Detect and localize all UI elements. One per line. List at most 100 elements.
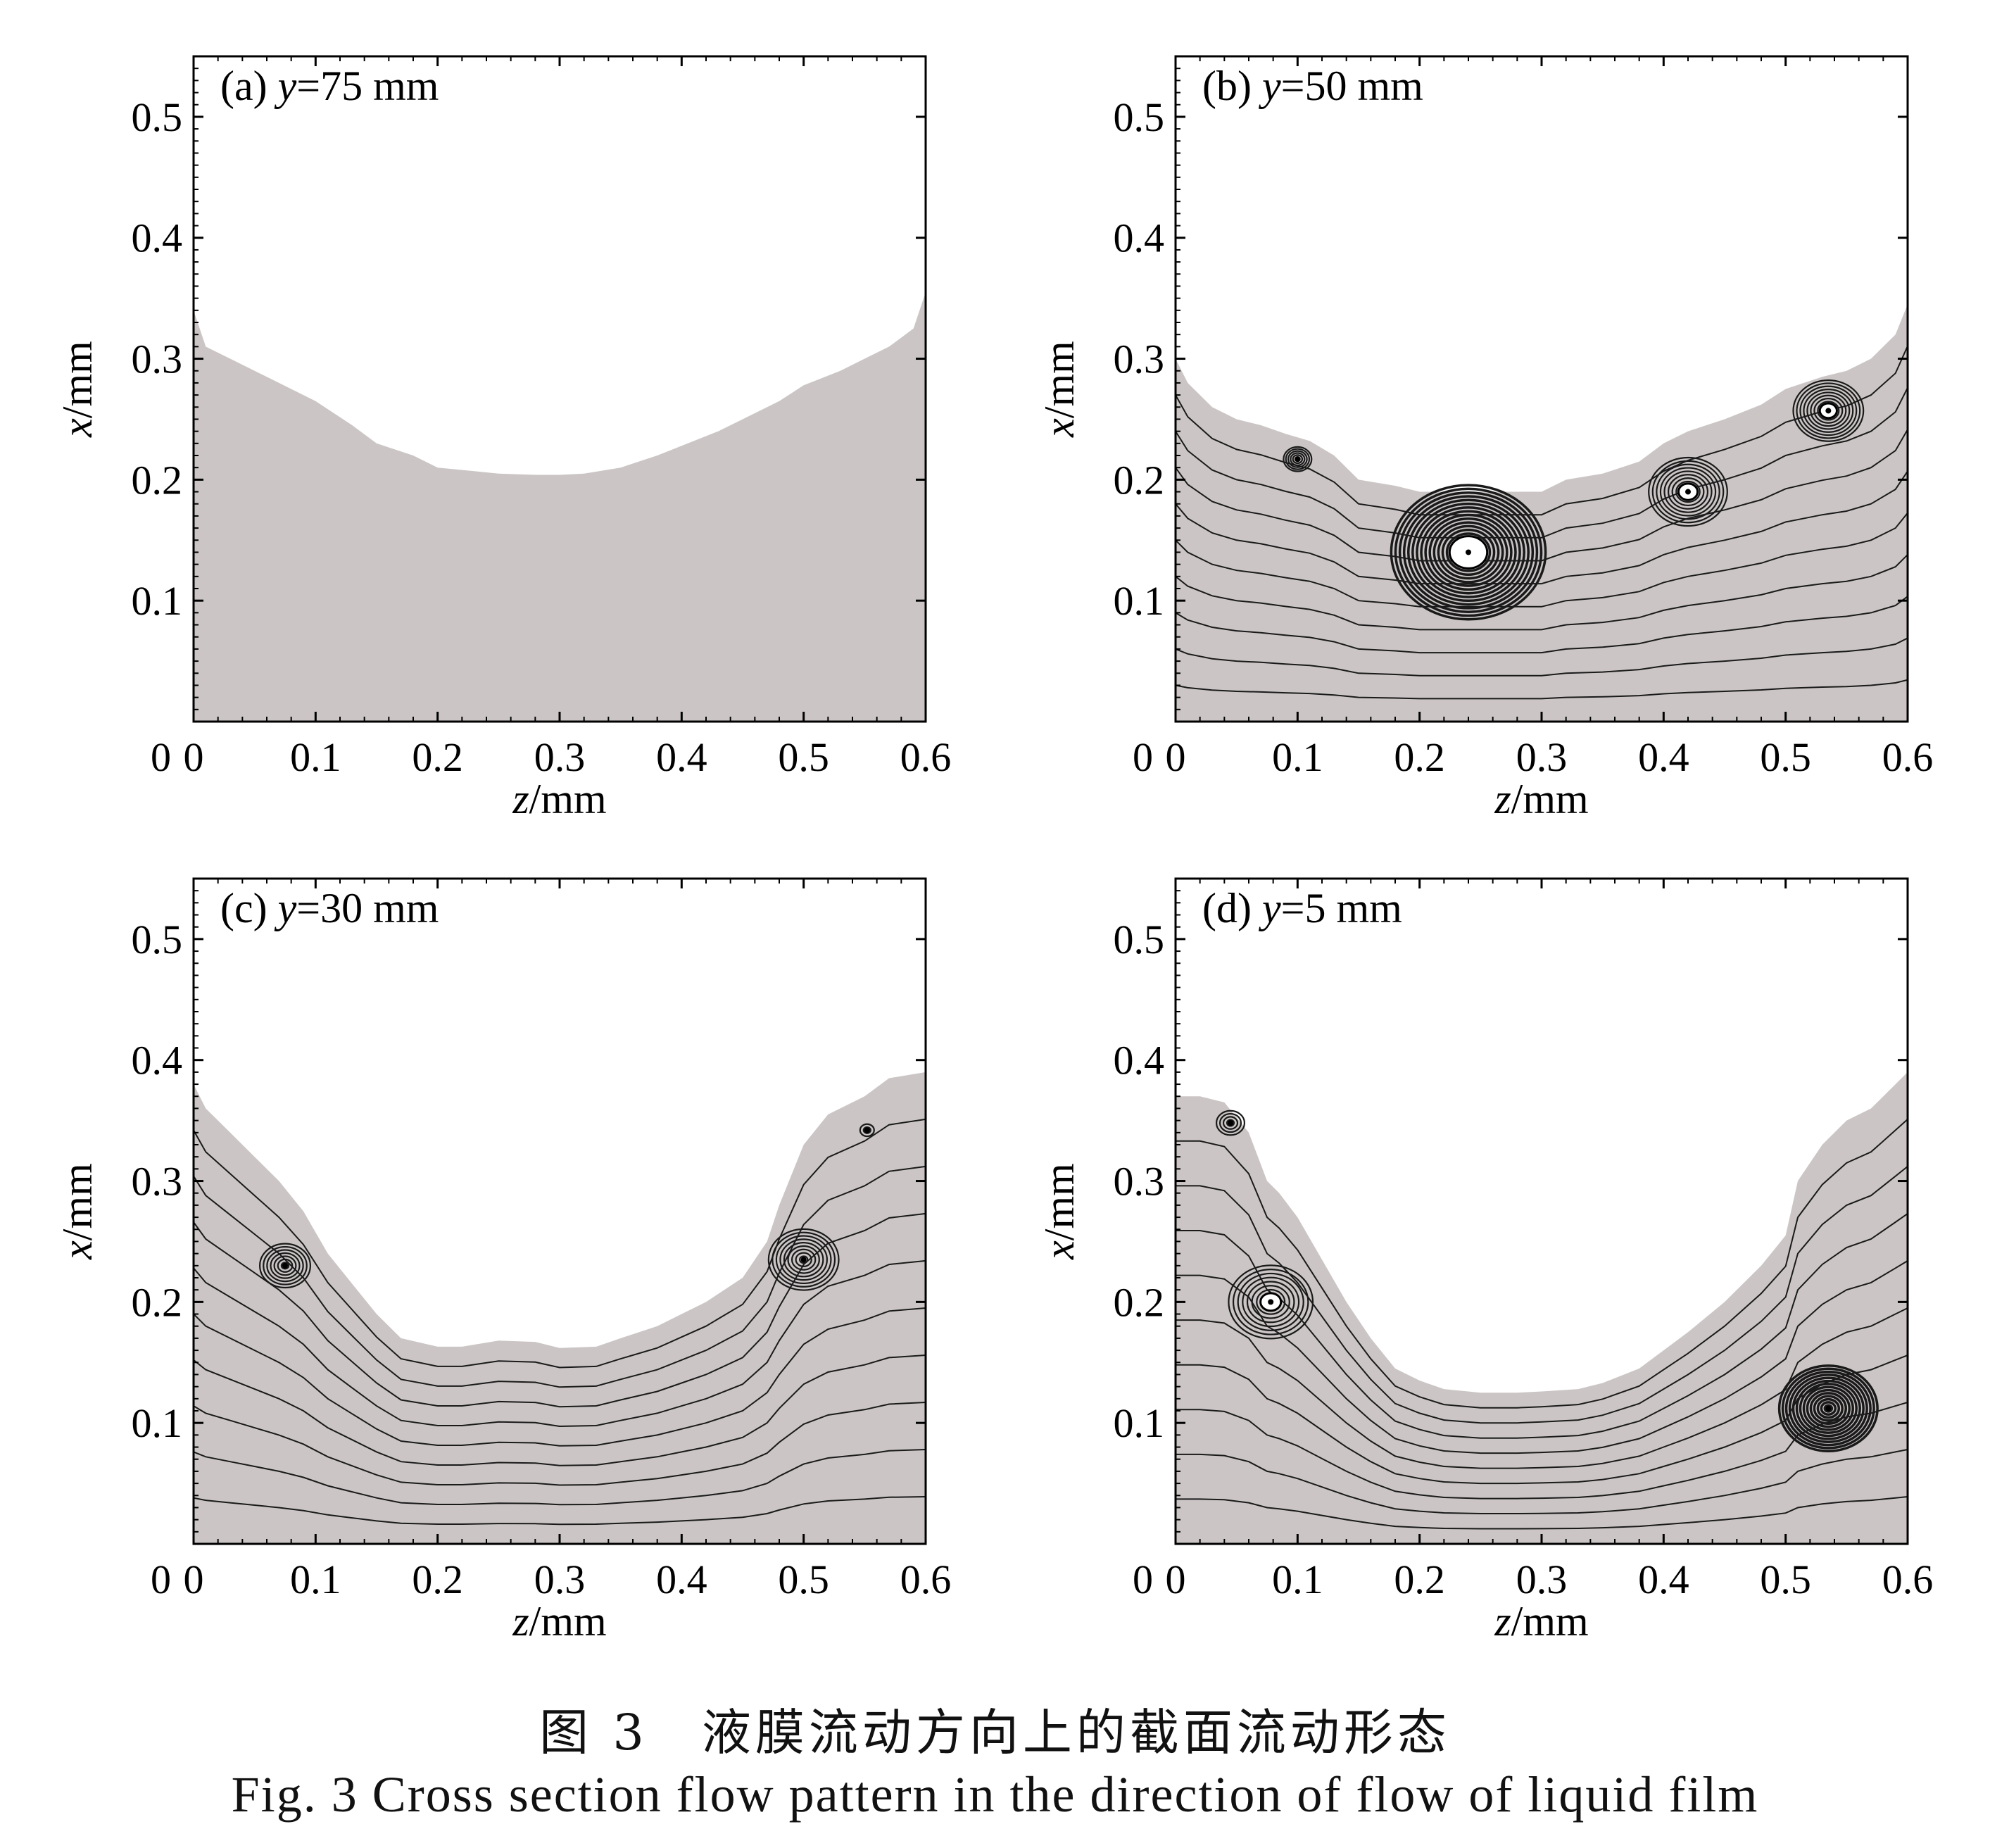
y-tick-label: 0.4 xyxy=(1114,1038,1165,1083)
vortex-ring xyxy=(1290,452,1306,466)
y-axis-label: x/mm xyxy=(1036,1163,1083,1260)
x-axis: 0 0.1 0.2 0.3 0.4 0.5 0.6 xyxy=(1166,56,1934,780)
vortex-ring xyxy=(1667,474,1709,510)
streamline xyxy=(1176,429,1908,562)
vortex-ring xyxy=(1784,1370,1872,1447)
vortex-ring xyxy=(280,1262,290,1270)
y-axis-label: x/mm xyxy=(54,341,101,438)
vortex xyxy=(1283,446,1313,472)
vortex-ring xyxy=(795,1252,812,1267)
panel-title: (c) y=30 mm xyxy=(220,885,439,931)
vortex-ring xyxy=(1441,528,1496,576)
x-tick-label: 0 xyxy=(184,1557,204,1602)
origin-label: 0 xyxy=(151,1557,171,1602)
y-tick-label: 0.3 xyxy=(132,1159,183,1205)
x-tick-label: 0.5 xyxy=(1760,734,1811,780)
vortex-center xyxy=(282,1262,288,1269)
x-axis-label: z/mm xyxy=(512,776,606,822)
figure-caption-english: Fig. 3 Cross section flow pattern in the… xyxy=(231,1766,1759,1823)
vortex xyxy=(767,1228,840,1291)
y-axis-label: x/mm xyxy=(1036,341,1083,438)
x-tick-label: 0.3 xyxy=(534,1557,586,1602)
vortex-center xyxy=(1685,489,1691,495)
vortex xyxy=(1648,456,1728,527)
y-axis-label: x/mm xyxy=(54,1163,101,1260)
streamline xyxy=(1176,1166,1908,1424)
vortex-ring xyxy=(1420,510,1517,595)
vortex-ring xyxy=(1228,1264,1314,1340)
vortex-ring xyxy=(1813,397,1844,424)
vortex xyxy=(1228,1264,1314,1340)
chart-panels: 0 0.1 0.2 0.3 0.4 0.5 0.6 0.1 0.2 0.3 0.4 0.5 0 z/mm x… xyxy=(54,55,1934,1645)
vortex-ring xyxy=(1428,517,1509,587)
vortex-ring xyxy=(1402,495,1535,610)
y-axis: 0.1 0.2 0.3 0.4 0.5 0 xyxy=(1114,890,1908,1602)
x-tick-label: 0.3 xyxy=(1516,734,1568,780)
x-tick-label: 0.2 xyxy=(412,734,463,780)
streamline xyxy=(194,1496,926,1526)
vortex-ring xyxy=(1791,1376,1865,1440)
vortex-ring xyxy=(791,1248,817,1271)
streamline xyxy=(194,1449,926,1506)
vortex-ring xyxy=(1283,446,1313,472)
vortex-ring xyxy=(1237,1272,1304,1331)
x-tick-label: 0.5 xyxy=(778,734,829,780)
vortex-ring xyxy=(1242,1276,1300,1328)
vortex-ring xyxy=(1437,524,1500,580)
panel-title: (d) y=5 mm xyxy=(1202,885,1402,931)
vortex-ring xyxy=(1251,1285,1290,1319)
vortex-ring xyxy=(779,1238,828,1281)
vortex-ring xyxy=(273,1255,297,1276)
vortex xyxy=(259,1243,311,1289)
vortex-ring xyxy=(1817,401,1840,421)
vortex-ring xyxy=(1816,1397,1841,1419)
x-tick-label: 0.1 xyxy=(290,734,341,780)
vortex-ring xyxy=(1222,1116,1239,1130)
x-tick-label: 0.5 xyxy=(778,1557,829,1602)
y-axis: 0.1 0.2 0.3 0.4 0.5 0 xyxy=(132,890,926,1602)
origin-label: 0 xyxy=(1133,1557,1153,1602)
vortex-ring xyxy=(1675,480,1701,503)
vortex-ring xyxy=(1445,532,1492,572)
x-tick-label: 0.1 xyxy=(1272,734,1323,780)
vortex-ring xyxy=(1287,450,1308,468)
vortex-ring xyxy=(1398,491,1539,613)
x-axis: 0 0.1 0.2 0.3 0.4 0.5 0.6 xyxy=(184,879,951,1602)
y-tick-label: 0.1 xyxy=(132,578,183,624)
vortex-ring xyxy=(767,1228,840,1291)
vortex-ring xyxy=(1663,470,1713,513)
vortex-ring xyxy=(775,1235,832,1285)
panel-a: 0 0.1 0.2 0.3 0.4 0.5 0.6 0.1 0.2 0.3 0.4 0.5 0 z/mm x… xyxy=(54,55,951,822)
streamline xyxy=(1176,679,1908,700)
x-tick-label: 0.1 xyxy=(290,1557,341,1602)
vortex-ring xyxy=(1656,463,1720,520)
streamline xyxy=(1176,1260,1908,1454)
streamline xyxy=(1176,1119,1908,1409)
vortex-ring xyxy=(1820,1401,1837,1416)
vortex-ring xyxy=(1218,1112,1242,1133)
streamline xyxy=(194,1402,926,1486)
vortex-ring xyxy=(1788,1374,1868,1443)
x-tick-label: 0.4 xyxy=(656,734,707,780)
y-tick-label: 0.5 xyxy=(1114,94,1165,140)
y-tick-label: 0.2 xyxy=(132,457,183,503)
vortex-center xyxy=(1295,456,1301,463)
y-tick-label: 0.5 xyxy=(132,94,183,140)
vortex-center xyxy=(1825,1405,1832,1412)
y-tick-label: 0.2 xyxy=(1114,1279,1165,1325)
vortex xyxy=(859,1123,875,1138)
x-tick-label: 0 xyxy=(1166,734,1186,780)
vortex-ring xyxy=(1803,388,1854,433)
vortex-ring xyxy=(259,1243,311,1289)
y-tick-label: 0.3 xyxy=(1114,1159,1165,1205)
vortex-ring xyxy=(1671,477,1705,507)
vortex-ring xyxy=(1795,1379,1861,1438)
liquid-film-area xyxy=(194,292,926,722)
streamline xyxy=(1176,637,1908,677)
liquid-film-area xyxy=(194,1071,926,1544)
vortex-ring xyxy=(1411,502,1525,603)
streamline xyxy=(194,1165,926,1388)
vortex-ring xyxy=(1416,506,1521,598)
x-tick-label: 0.6 xyxy=(1882,734,1934,780)
